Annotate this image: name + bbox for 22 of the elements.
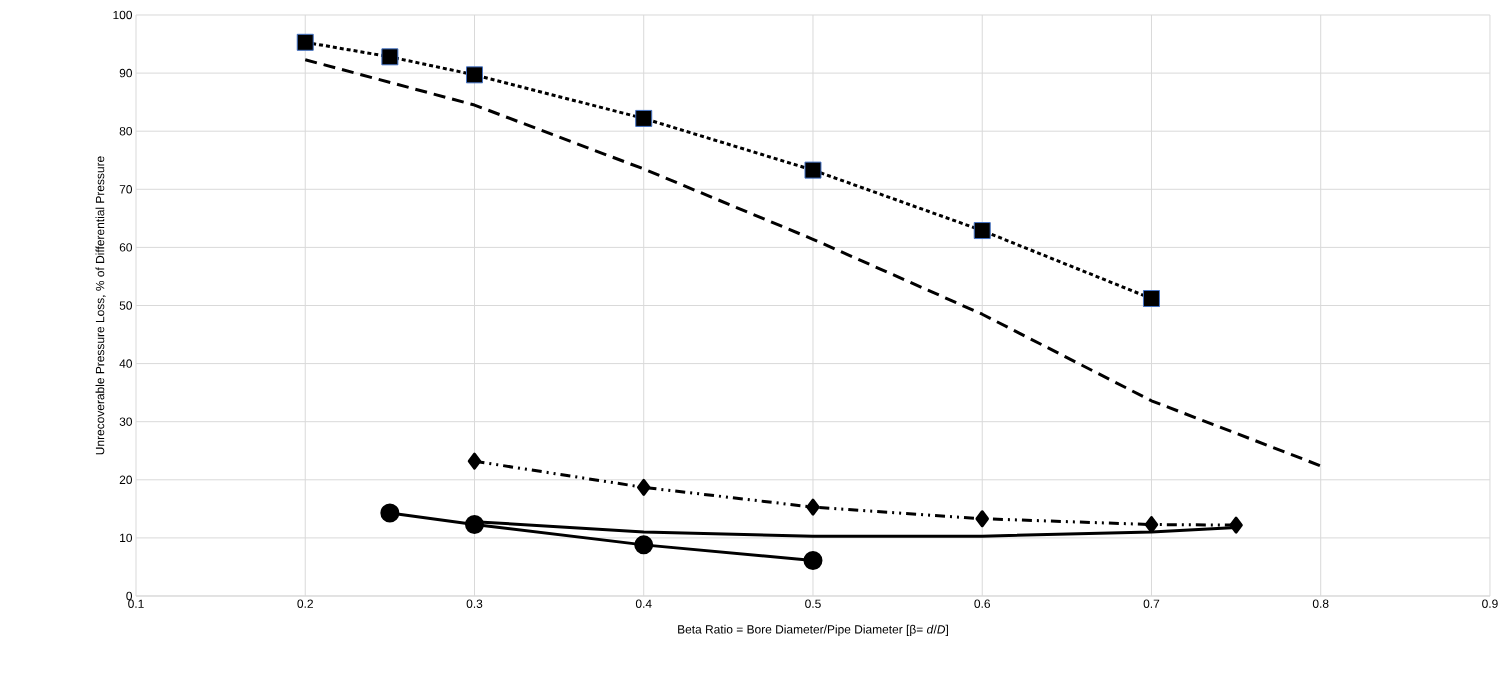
- y-tick-label: 20: [119, 475, 133, 485]
- x-tick-label: 0.5: [805, 599, 821, 608]
- y-tick-label: 80: [119, 126, 133, 136]
- x-axis-title: Beta Ratio = Bore Diameter/Pipe Diameter [β= d/D]: [678, 624, 948, 636]
- x-tick-label: 0.4: [635, 599, 652, 608]
- y-tick-label: 30: [119, 417, 133, 426]
- y-tick-label: 40: [119, 359, 133, 368]
- x-tick-label: 0.8: [1312, 599, 1329, 608]
- y-axis-title: Unrecoverable Pressure Loss, % of Differential Pressure: [95, 156, 106, 455]
- y-tick-label: 10: [120, 533, 133, 543]
- x-tick-label: 0.6: [974, 599, 990, 608]
- x-tick-label: 0.2: [297, 599, 313, 608]
- y-tick-label: 70: [119, 185, 133, 194]
- x-tick-label: 0.1: [128, 599, 144, 608]
- y-tick-label: 100: [113, 10, 133, 20]
- y-tick-label: 60: [119, 243, 133, 252]
- x-tick-label: 0.3: [466, 599, 483, 608]
- y-tick-label: 90: [119, 68, 133, 78]
- y-tick-label: 50: [119, 301, 133, 310]
- y-tick-label: 0: [126, 591, 133, 601]
- x-tick-label: 0.9: [1482, 599, 1498, 608]
- x-tick-label: 0.7: [1143, 599, 1160, 608]
